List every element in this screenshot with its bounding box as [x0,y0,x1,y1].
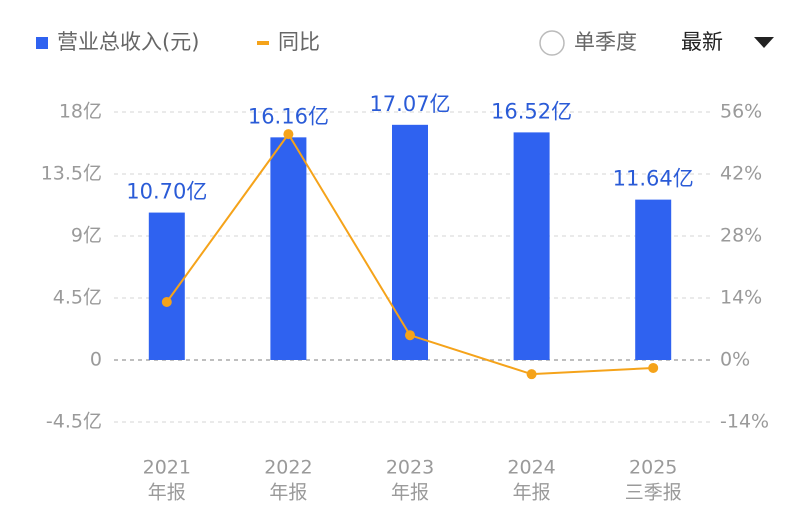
legend-label: 营业总收入(元) [57,30,199,54]
line-point [526,369,537,380]
dropdown-arrow[interactable] [754,37,774,48]
value-label: 17.07亿 [369,92,450,116]
value-label: 11.64亿 [613,167,694,191]
y-tick-label: 13.5亿 [41,163,102,185]
y2-tick-label: 28% [720,225,762,247]
x-tick-sublabel: 年报 [148,482,186,504]
x-tick-label: 2023 [386,457,434,479]
legend-label: 同比 [278,30,320,54]
line-point [405,330,415,341]
radio-label[interactable]: 单季度 [574,30,637,54]
x-tick-label: 2021 [143,457,191,479]
line-point [161,296,172,307]
value-label: 10.70亿 [126,180,207,204]
radio-button[interactable] [539,30,565,56]
bar [392,124,428,361]
y2-tick-label: 0% [720,349,750,371]
y2-tick-label: 56% [720,101,762,123]
y-tick-label: -4.5亿 [46,411,102,433]
y-tick-label: 4.5亿 [53,287,102,309]
x-tick-sublabel: 年报 [269,482,307,504]
x-tick-sublabel: 年报 [513,482,551,504]
bar [513,132,550,360]
y2-tick-label: 14% [720,287,762,309]
bar [270,137,307,360]
y-tick-label: 0 [90,349,102,371]
y2-tick-label: 42% [720,163,762,185]
legend-swatch [36,37,48,49]
y-tick-label: 9亿 [71,225,102,247]
x-tick-sublabel: 年报 [391,482,429,504]
value-label: 16.16亿 [248,104,329,128]
dropdown-label[interactable]: 最新 [681,30,723,54]
line-point [648,362,659,373]
y2-tick-label: -14% [720,411,769,433]
x-tick-label: 2022 [264,457,312,479]
bar [635,199,672,360]
x-tick-sublabel: 三季报 [625,482,682,504]
line-point [283,129,294,140]
y-tick-label: 18亿 [59,101,102,123]
x-tick-label: 2024 [507,457,555,479]
value-label: 16.52亿 [491,99,572,123]
x-tick-label: 2025 [629,457,677,479]
